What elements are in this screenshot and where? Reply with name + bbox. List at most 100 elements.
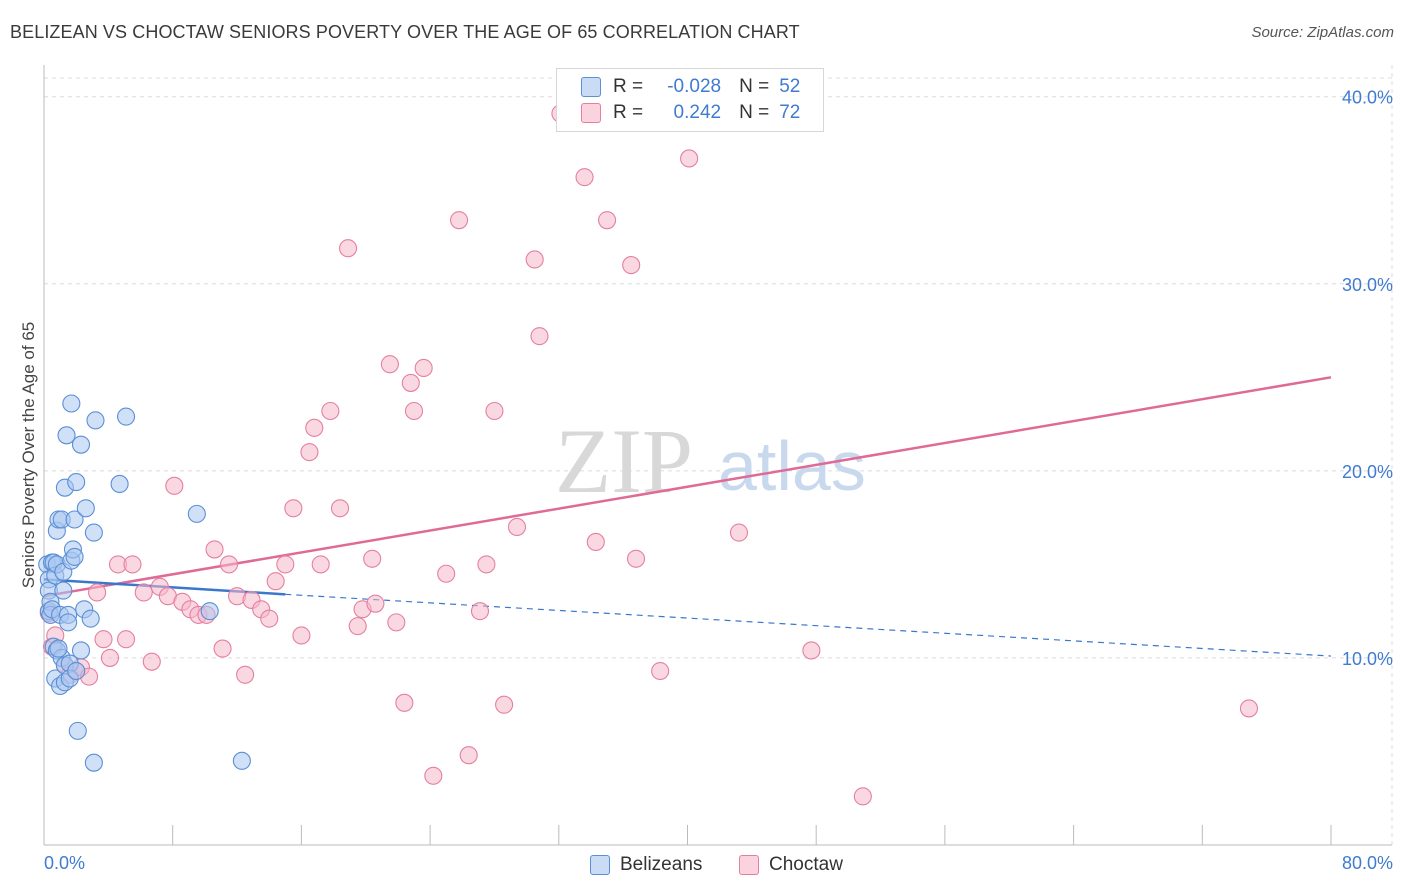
belizean-point <box>71 641 91 660</box>
y-tick-label: 10.0% <box>1342 649 1393 669</box>
choctaw-point <box>437 564 456 583</box>
choctaw-point <box>459 746 478 765</box>
choctaw-point <box>395 693 414 712</box>
belizean-point <box>62 394 81 413</box>
choctaw-point <box>802 641 821 660</box>
choctaw-point <box>680 149 699 168</box>
belizean-point <box>86 411 105 430</box>
choctaw-point <box>305 418 324 437</box>
belizean-point <box>68 721 87 740</box>
legend-swatch-choctaw <box>739 855 759 875</box>
choctaw-point <box>321 401 340 421</box>
choctaw-point <box>424 766 443 785</box>
legend-row-choctaw: R = 0.242 N = 72 <box>581 101 800 125</box>
choctaw-point <box>525 250 544 269</box>
y-axis-label: Seniors Poverty Over the Age of 65 <box>19 322 38 588</box>
choctaw-point <box>729 523 749 542</box>
belizean-point <box>232 751 251 770</box>
choctaw-point <box>134 583 153 602</box>
choctaw-point <box>339 239 358 258</box>
choctaw-point <box>507 517 527 537</box>
belizean-point <box>65 510 84 529</box>
choctaw-point <box>485 401 504 421</box>
choctaw-point <box>1239 699 1259 718</box>
legend-n-label: N = <box>739 76 770 97</box>
legend-item-choctaw: Choctaw <box>739 852 843 878</box>
belizean-point <box>59 613 78 632</box>
choctaw-point <box>387 613 406 632</box>
choctaw-point <box>116 630 136 649</box>
legend-item-belizeans: Belizeans <box>590 852 702 878</box>
legend-r-value: 0.242 <box>668 102 722 123</box>
belizean-point <box>49 639 68 658</box>
belizean-point <box>67 661 86 681</box>
legend-r-value: -0.028 <box>667 76 722 97</box>
watermark-zip: ZIP <box>555 410 693 512</box>
legend-swatch-choctaw <box>581 103 601 123</box>
choctaw-point <box>622 256 641 275</box>
choctaw-point <box>266 572 285 591</box>
choctaw-point <box>470 602 490 621</box>
y-tick-label: 40.0% <box>1342 88 1393 108</box>
choctaw-point <box>276 555 295 574</box>
legend-n-value: 52 <box>779 76 801 97</box>
choctaw-point <box>575 168 594 187</box>
choctaw-point <box>380 355 399 374</box>
legend-row-belizeans: R = -0.028 N = 52 <box>581 75 800 99</box>
belizean-point <box>76 499 95 518</box>
choctaw-point <box>94 630 113 649</box>
choctaw-point <box>401 373 420 392</box>
choctaw-point <box>100 648 120 667</box>
choctaw-point <box>311 555 330 574</box>
legend-label-choctaw: Choctaw <box>769 854 843 875</box>
belizean-point <box>57 426 76 445</box>
choctaw-point <box>219 555 239 574</box>
chart-title: BELIZEAN VS CHOCTAW SENIORS POVERTY OVER… <box>10 22 800 42</box>
belizean-point <box>110 474 129 493</box>
gridlines <box>44 65 1393 845</box>
legend-r-label: R = <box>613 76 644 97</box>
choctaw-point <box>142 652 161 671</box>
source-label: Source: ZipAtlas.com <box>1251 24 1394 41</box>
choctaw-point <box>651 661 670 681</box>
choctaw-point <box>626 549 646 568</box>
choctaw-point <box>366 594 385 613</box>
choctaw-point <box>477 555 496 574</box>
choctaw-point <box>414 358 433 378</box>
legend-swatch-belizeans <box>581 77 601 97</box>
choctaw-point <box>213 639 232 658</box>
belizean-point <box>116 407 136 426</box>
belizean-point <box>81 609 100 628</box>
belizean-point <box>84 523 103 542</box>
choctaw-point <box>853 787 872 806</box>
choctaw-point <box>300 443 319 462</box>
data-points <box>38 104 1259 806</box>
watermark: ZIP atlas <box>555 410 866 512</box>
y-tick-label: 20.0% <box>1342 462 1393 482</box>
legend-r-label: R = <box>613 102 644 123</box>
choctaw-point <box>88 583 107 602</box>
choctaw-point <box>530 327 549 346</box>
choctaw-point <box>236 665 255 684</box>
choctaw-point <box>205 540 224 559</box>
choctaw-point <box>586 532 605 551</box>
choctaw-trend-line <box>43 376 1332 598</box>
choctaw-point <box>363 549 382 568</box>
belizean-point <box>71 435 91 454</box>
belizean-point <box>54 581 73 600</box>
legend-n-label: N = <box>739 102 770 123</box>
choctaw-point <box>284 499 303 518</box>
belizean-point <box>200 602 219 621</box>
choctaw-point <box>348 617 367 636</box>
watermark-atlas: atlas <box>718 427 866 505</box>
legend-swatch-belizeans <box>590 855 610 875</box>
choctaw-point <box>123 555 142 574</box>
axes <box>43 65 1392 846</box>
choctaw-point <box>260 609 279 628</box>
choctaw-point <box>450 211 469 230</box>
belizean-point <box>65 547 84 566</box>
belizean-point <box>67 473 86 492</box>
choctaw-point <box>165 476 184 495</box>
belizean-point <box>187 504 206 523</box>
